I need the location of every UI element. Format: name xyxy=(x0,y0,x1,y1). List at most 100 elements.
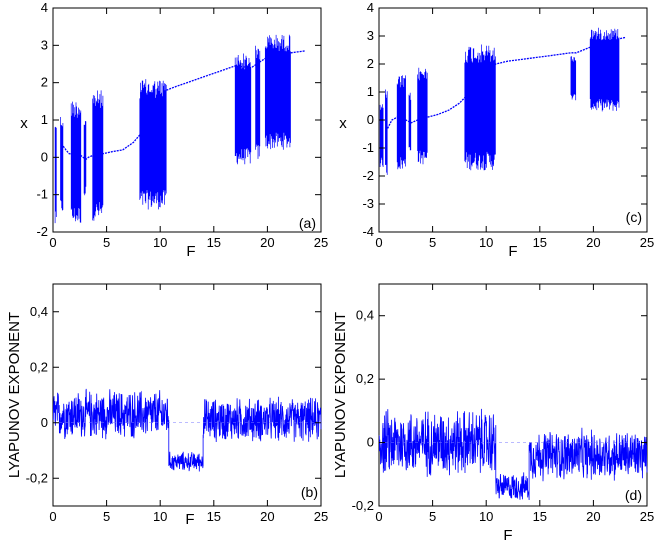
x-tick-label: 5 xyxy=(103,235,110,250)
data-marks xyxy=(379,27,626,175)
data-marks xyxy=(52,388,322,472)
chaotic-band xyxy=(54,126,57,224)
y-ticks: -2 -1 0 1 2 3 4 xyxy=(36,0,321,239)
x-axis-label: F xyxy=(185,511,194,528)
y-tick-label: 0 xyxy=(41,149,48,164)
panel-label: (b) xyxy=(301,484,318,500)
x-tick-label: 15 xyxy=(533,509,547,524)
x-tick-label: 25 xyxy=(314,509,328,524)
x-tick-label: 10 xyxy=(153,235,167,250)
chaotic-band xyxy=(264,34,291,150)
x-tick-label: 10 xyxy=(479,509,493,524)
x-axis-label: F xyxy=(508,243,517,260)
x-ticks: 0 5 10 15 20 25 xyxy=(375,284,654,524)
x-tick-label: 20 xyxy=(586,235,600,250)
panel-label: (d) xyxy=(625,487,642,503)
y-tick-label: 4 xyxy=(367,0,374,15)
y-tick-label: 0,2 xyxy=(356,371,374,386)
y-tick-label: 0,4 xyxy=(356,308,374,323)
chaotic-band xyxy=(385,89,388,175)
x-tick-label: 5 xyxy=(429,235,436,250)
band-strokes xyxy=(139,79,167,210)
x-tick-label: 15 xyxy=(207,509,221,524)
x-tick-label: 0 xyxy=(375,235,382,250)
y-tick-label: 0,4 xyxy=(30,304,48,319)
chaotic-band xyxy=(570,56,577,101)
x-tick-label: 5 xyxy=(429,509,436,524)
band-strokes xyxy=(379,104,384,167)
data-marks xyxy=(54,34,305,224)
chaotic-band xyxy=(464,44,496,171)
band-strokes xyxy=(234,53,252,165)
plot-frame xyxy=(378,283,648,507)
y-tick-label: -4 xyxy=(362,224,374,239)
band-strokes xyxy=(54,126,57,224)
chaotic-band xyxy=(92,90,104,221)
plot-frame xyxy=(52,283,322,507)
y-tick-label: 2 xyxy=(367,56,374,71)
chaotic-band xyxy=(139,79,167,210)
x-tick-label: 0 xyxy=(49,509,56,524)
y-tick-label: 4 xyxy=(41,0,48,15)
y-axis-label: x xyxy=(339,115,347,132)
y-tick-label: -2 xyxy=(362,168,374,183)
y-tick-label: 0 xyxy=(367,112,374,127)
y-tick-label: 3 xyxy=(41,37,48,52)
x-ticks: 0 5 10 15 20 25 xyxy=(49,8,328,250)
x-tick-label: 20 xyxy=(586,509,600,524)
x-tick-label: 0 xyxy=(375,509,382,524)
x-tick-label: 20 xyxy=(260,509,274,524)
y-ticks: -0,2 0 0,2 0,4 xyxy=(26,304,321,485)
band-strokes xyxy=(396,75,406,170)
band-strokes xyxy=(60,117,64,211)
x-ticks: 0 5 10 15 20 25 xyxy=(375,8,654,250)
band-strokes xyxy=(464,44,496,171)
band-strokes xyxy=(570,56,577,101)
chaotic-band xyxy=(255,45,261,159)
chaotic-band xyxy=(83,121,87,196)
y-tick-label: -0,2 xyxy=(352,498,374,513)
y-tick-label: -1 xyxy=(36,187,48,202)
y-ticks: -4 -3 -2 -1 0 1 2 3 4 xyxy=(362,0,647,239)
y-tick-label: 1 xyxy=(367,84,374,99)
band-strokes xyxy=(92,90,104,221)
band-strokes xyxy=(589,27,620,112)
band-strokes xyxy=(417,67,428,165)
y-axis-label: LYAPUNOV EXPONENT xyxy=(6,312,23,478)
lyapunov-line xyxy=(378,408,648,501)
y-axis-label: x xyxy=(20,115,28,132)
panel-label: (c) xyxy=(626,209,642,225)
panel-c: 0 5 10 15 20 25 -4 -3 -2 -1 0 1 2 3 4 F x (c) xyxy=(339,0,654,260)
chaotic-band xyxy=(589,27,620,112)
y-tick-label: -2 xyxy=(36,224,48,239)
band-strokes xyxy=(83,121,87,196)
chaotic-band xyxy=(60,117,64,211)
y-tick-label: 0 xyxy=(41,415,48,430)
data-marks xyxy=(378,408,648,501)
x-tick-label: 20 xyxy=(260,235,274,250)
y-tick-label: 2 xyxy=(41,75,48,90)
x-tick-label: 5 xyxy=(103,509,110,524)
x-tick-label: 15 xyxy=(207,235,221,250)
y-tick-label: 3 xyxy=(367,28,374,43)
lyapunov-line xyxy=(52,388,322,472)
chaotic-band xyxy=(234,53,252,165)
x-tick-label: 25 xyxy=(640,235,654,250)
x-tick-label: 25 xyxy=(314,235,328,250)
x-axis-label: F xyxy=(186,243,195,260)
chaotic-band xyxy=(70,101,82,223)
y-tick-label: -1 xyxy=(362,140,374,155)
y-axis-label: LYAPUNOV EXPONENT xyxy=(332,312,349,478)
y-tick-label: -3 xyxy=(362,196,374,211)
x-axis-label: F xyxy=(503,527,512,544)
x-tick-label: 10 xyxy=(479,235,493,250)
band-strokes xyxy=(70,101,82,223)
y-ticks: -0,2 0 0,2 0,4 xyxy=(352,308,647,513)
x-tick-label: 0 xyxy=(49,235,56,250)
x-tick-label: 10 xyxy=(153,509,167,524)
band-strokes xyxy=(255,45,261,159)
y-tick-label: 0,2 xyxy=(30,359,48,374)
y-tick-label: 0 xyxy=(367,435,374,450)
x-ticks: 0 5 10 15 20 25 xyxy=(49,284,328,524)
